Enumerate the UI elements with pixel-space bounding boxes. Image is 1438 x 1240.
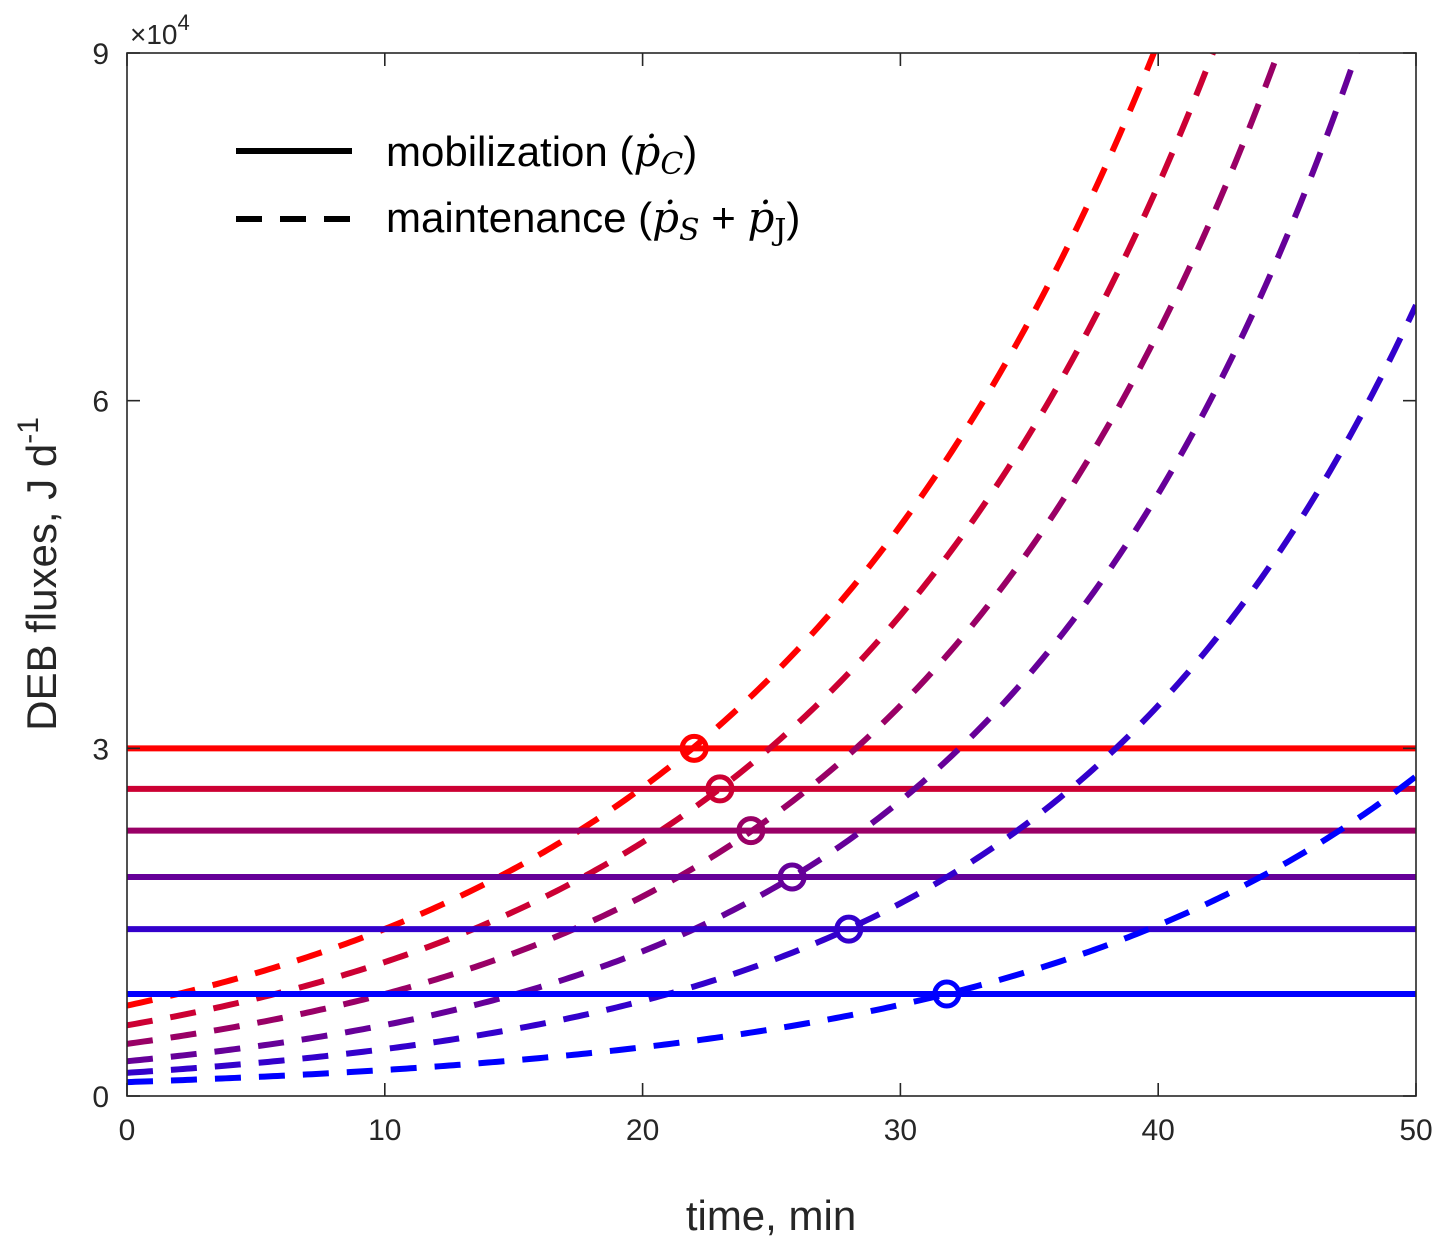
x-tick-label: 0	[119, 1114, 136, 1147]
crossing-marker-1	[679, 733, 709, 763]
crossing-marker-6	[932, 979, 962, 1009]
maintenance-curve-5	[127, 303, 1416, 1076]
y-tick-label: 6	[92, 386, 109, 419]
x-tick-label: 30	[884, 1114, 917, 1147]
legend-entry-maintenance: maintenance (ṗS + ṗJ)	[386, 193, 800, 248]
y-tick-label: 3	[92, 733, 109, 766]
y-axis-label: DEB fluxes, J d-1	[12, 417, 65, 731]
x-tick-label: 20	[626, 1114, 659, 1147]
maintenance-curve-2	[127, 53, 1217, 1029]
maintenance-curve-3	[127, 53, 1282, 1047]
plot-frame	[126, 52, 1417, 1097]
x-tick-label: 50	[1399, 1114, 1432, 1147]
crossing-marker-5	[834, 914, 864, 944]
crossing-marker-3	[736, 816, 766, 846]
y-multiplier: ×104	[130, 10, 190, 50]
x-axis-label: time, min	[686, 1192, 856, 1239]
maintenance-curve-1	[127, 53, 1158, 1009]
legend-entry-mobilization: mobilization (ṗC)	[386, 127, 697, 182]
y-tick-label: 0	[92, 1081, 109, 1114]
x-tick-label: 40	[1142, 1114, 1175, 1147]
crossing-marker-4	[777, 862, 807, 892]
legend: mobilization (ṗC) maintenance (ṗS + ṗJ)	[236, 127, 800, 248]
x-tick-label: 10	[368, 1114, 401, 1147]
maintenance-curve-4	[127, 53, 1360, 1065]
y-tick-label: 9	[92, 38, 109, 71]
crossing-marker-2	[705, 774, 735, 804]
